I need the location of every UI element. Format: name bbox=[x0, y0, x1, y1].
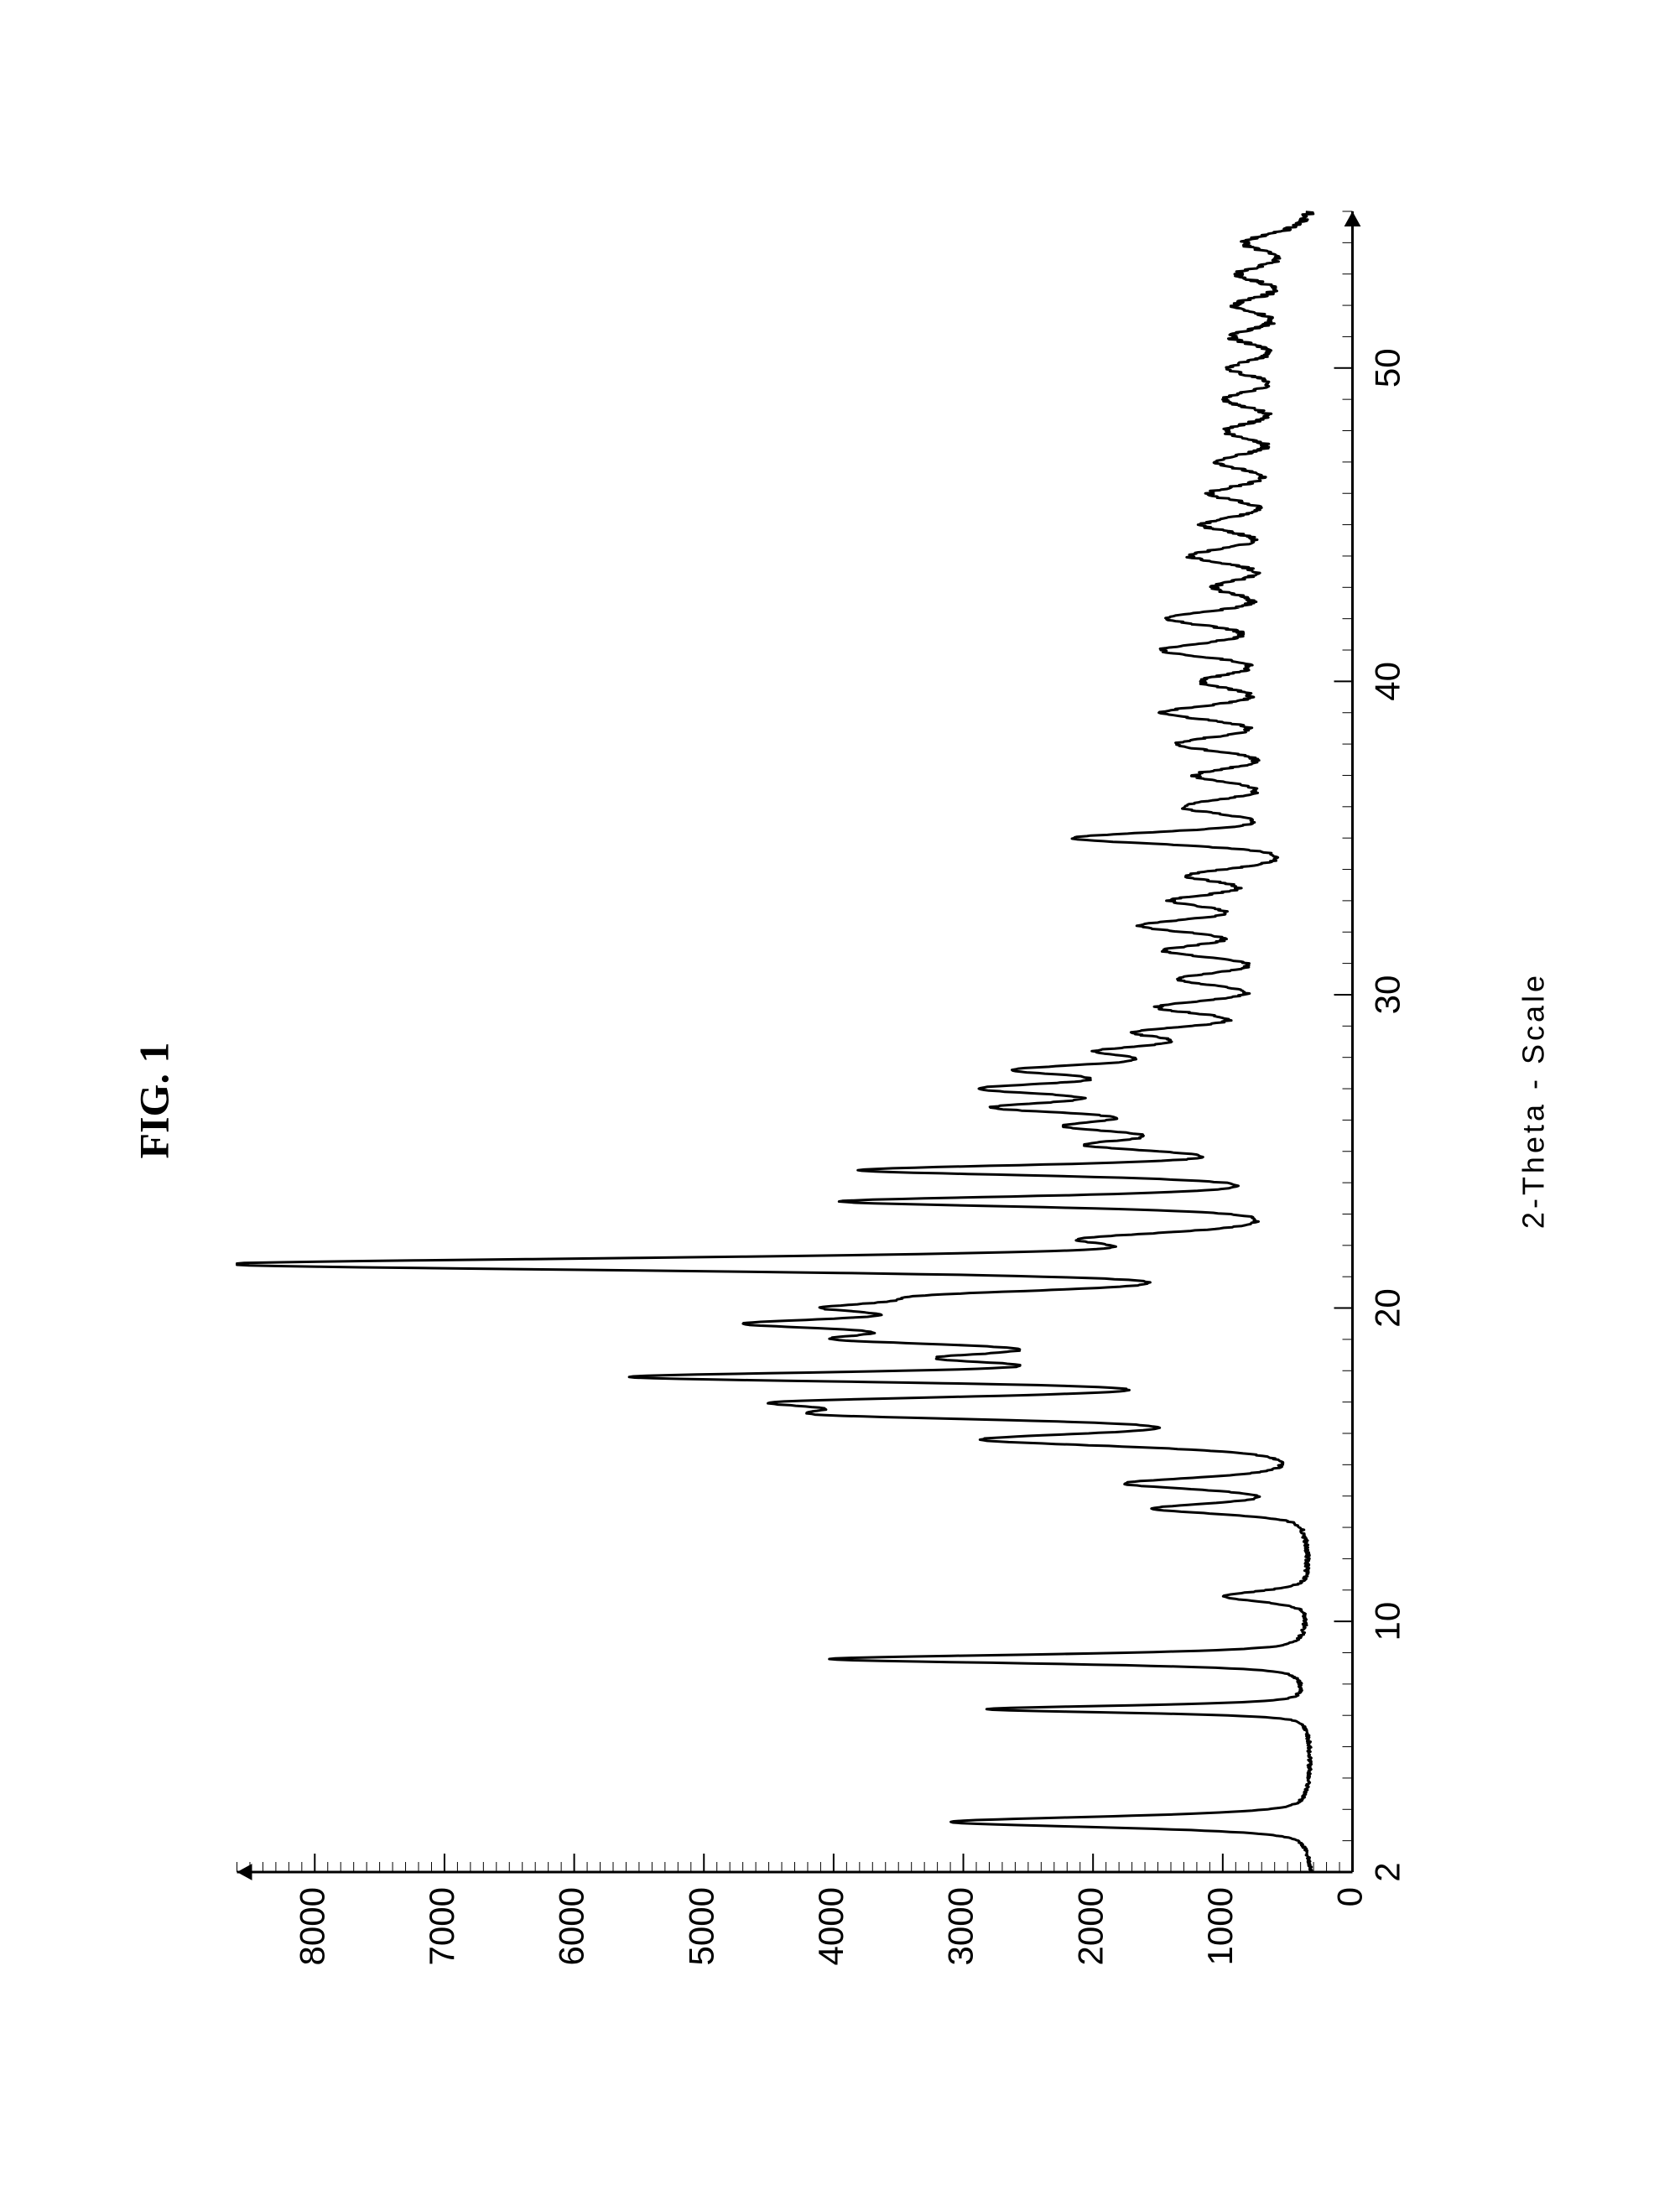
x-tick-label: 20 bbox=[1367, 1288, 1407, 1328]
y-tick-label: 0 bbox=[1329, 1887, 1369, 1906]
x-tick-label: 2 bbox=[1367, 1862, 1407, 1881]
y-tick-label: 6000 bbox=[551, 1887, 590, 1965]
page: FIG. 1 0 1000 2000 3000 4000 5000 6000 7000 8000… bbox=[0, 0, 1680, 2200]
y-tick-label: 2000 bbox=[1070, 1887, 1110, 1965]
x-tick-label: 30 bbox=[1367, 975, 1407, 1014]
x-tick-label: 10 bbox=[1367, 1601, 1407, 1641]
y-tick-label: 7000 bbox=[422, 1887, 461, 1965]
y-tick-label: 8000 bbox=[292, 1887, 331, 1965]
x-tick-label: 50 bbox=[1367, 348, 1407, 387]
chart-wrap: 0 1000 2000 3000 4000 5000 6000 7000 8000 2 10 20 30… bbox=[203, 178, 1507, 2023]
y-tick-label: 3000 bbox=[940, 1887, 980, 1965]
y-tick-label: 1000 bbox=[1199, 1887, 1239, 1965]
x-tick-label: 40 bbox=[1367, 662, 1407, 701]
x-axis-label: 2-Theta - Scale bbox=[1516, 178, 1551, 2023]
xrd-trace bbox=[237, 211, 1313, 1871]
xrd-chart: 0 1000 2000 3000 4000 5000 6000 7000 8000 2 10 20 30… bbox=[203, 178, 1503, 2023]
rotated-figure-container: FIG. 1 0 1000 2000 3000 4000 5000 6000 7000 8000… bbox=[129, 178, 1551, 2023]
y-tick-label: 5000 bbox=[681, 1887, 720, 1965]
y-tick-label: 4000 bbox=[810, 1887, 850, 1965]
figure-title: FIG. 1 bbox=[129, 178, 178, 2023]
